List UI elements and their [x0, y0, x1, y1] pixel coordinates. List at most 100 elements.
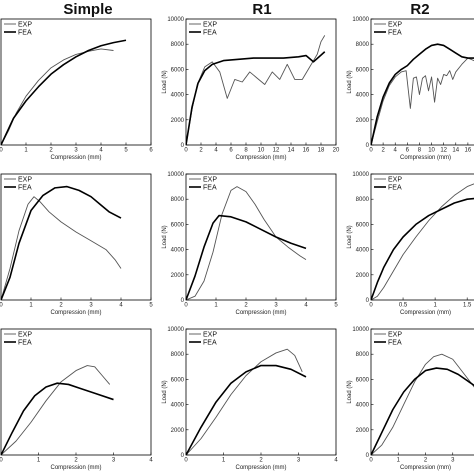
- legend-label-exp: EXP: [388, 177, 402, 184]
- y-tick-label: 6000: [171, 67, 185, 73]
- y-tick-label: 10000: [167, 17, 184, 23]
- y-tick-label: 4000: [171, 248, 185, 254]
- x-tick-label: 3: [89, 303, 93, 309]
- x-tick-label: 5: [124, 148, 128, 154]
- y-tick-label: 6000: [171, 377, 185, 383]
- plot-frame: [370, 18, 474, 146]
- series-line-exp: [371, 57, 474, 145]
- x-tick-label: 3: [74, 148, 78, 154]
- x-tick-label: 2: [381, 148, 385, 154]
- y-tick-label: 4000: [356, 93, 370, 99]
- x-axis-label: Compression (mm): [50, 310, 101, 316]
- legend-label-fea: FEA: [18, 30, 32, 37]
- y-axis-label: Load (N): [347, 70, 353, 93]
- x-tick-label: 6: [229, 148, 233, 154]
- x-tick-label: 0: [369, 458, 373, 464]
- y-tick-label: 8000: [171, 197, 185, 203]
- y-axis-label: Load (N): [162, 70, 168, 93]
- legend-label-fea: FEA: [388, 340, 402, 347]
- x-tick-label: 10: [258, 148, 265, 154]
- y-tick-label: 6000: [171, 222, 185, 228]
- legend-label-fea: FEA: [18, 185, 32, 192]
- x-tick-label: 5: [149, 303, 153, 309]
- x-tick-label: 0: [369, 303, 373, 309]
- series-line-exp: [186, 35, 326, 145]
- x-tick-label: 3: [297, 458, 301, 464]
- x-tick-label: 0.5: [399, 303, 408, 309]
- legend-label-fea: FEA: [203, 340, 217, 347]
- chart-r2-row3: 0 1 2 3 0 2000 4000 6000 8000 10000 Compression (m…: [347, 327, 474, 471]
- x-tick-label: 0: [0, 148, 3, 154]
- x-tick-label: 2: [74, 458, 78, 464]
- legend-label-exp: EXP: [203, 332, 217, 339]
- x-tick-label: 1: [397, 458, 401, 464]
- y-tick-label: 0: [366, 453, 370, 459]
- x-axis-label: Compression (mm): [400, 465, 451, 471]
- plot-frame: [185, 328, 337, 456]
- series-line-exp: [186, 348, 303, 455]
- y-tick-label: 10000: [352, 327, 369, 333]
- chart-r1-row1: 0 2 4 6 8 10 12 14 16 18 20 0 2000 4000 6000 8000 10000 C…: [162, 17, 340, 161]
- x-tick-label: 3: [451, 458, 455, 464]
- series-line-fea: [1, 185, 122, 300]
- x-tick-label: 2: [49, 148, 53, 154]
- legend-label-fea: FEA: [203, 30, 217, 37]
- series-line-exp: [371, 183, 474, 300]
- series-line-fea: [186, 214, 307, 300]
- x-tick-label: 1: [29, 303, 33, 309]
- y-tick-label: 10000: [352, 17, 369, 23]
- y-tick-label: 0: [181, 453, 185, 459]
- x-tick-label: 16: [465, 148, 472, 154]
- y-tick-label: 0: [366, 298, 370, 304]
- x-tick-label: 6: [406, 148, 410, 154]
- x-tick-label: 0: [184, 458, 188, 464]
- chart-r2-row1: 0 2 4 6 8 10 12 14 16 0 2000 4000 6000 8000 10000 Compr…: [347, 17, 474, 161]
- plot-frame: [185, 18, 337, 146]
- legend-label-exp: EXP: [203, 177, 217, 184]
- series-line-exp: [1, 48, 114, 145]
- y-axis-label: Load (N): [162, 380, 168, 403]
- x-axis-label: Compression (mm): [50, 155, 101, 161]
- x-tick-label: 2: [199, 148, 203, 154]
- x-tick-label: 4: [149, 458, 153, 464]
- legend-label-fea: FEA: [388, 185, 402, 192]
- legend-label-fea: FEA: [388, 30, 402, 37]
- x-axis-label: Compression (mm): [400, 155, 451, 161]
- x-tick-label: 4: [99, 148, 103, 154]
- x-axis-label: Compression (mm): [400, 310, 451, 316]
- series-line-fea: [186, 51, 326, 145]
- y-tick-label: 8000: [356, 42, 370, 48]
- chart-r1-row2: 0 1 2 3 4 5 0 2000 4000 6000 8000 10000 Compression …: [162, 172, 338, 316]
- x-tick-label: 16: [303, 148, 310, 154]
- y-tick-label: 10000: [352, 172, 369, 178]
- y-axis-label: Load (N): [347, 380, 353, 403]
- y-tick-label: 0: [181, 143, 185, 149]
- y-tick-label: 8000: [356, 352, 370, 358]
- legend-label-exp: EXP: [18, 177, 32, 184]
- y-tick-label: 10000: [167, 327, 184, 333]
- x-axis-label: Compression (mm): [235, 465, 286, 471]
- x-tick-label: 5: [334, 303, 338, 309]
- series-line-fea: [371, 197, 474, 300]
- y-tick-label: 2000: [356, 118, 370, 124]
- legend-label-fea: FEA: [18, 340, 32, 347]
- x-tick-label: 18: [318, 148, 325, 154]
- y-tick-label: 2000: [356, 273, 370, 279]
- x-tick-label: 4: [394, 148, 398, 154]
- plot-frame: [370, 328, 474, 456]
- x-tick-label: 1: [37, 458, 41, 464]
- legend-label-exp: EXP: [203, 22, 217, 29]
- chart-r2-row2: 0 0.5 1 1.5 0 2000 4000 6000 8000 10000 Compressio…: [347, 172, 474, 316]
- plot-frame: [0, 173, 152, 301]
- x-tick-label: 1: [24, 148, 28, 154]
- y-tick-label: 10000: [167, 172, 184, 178]
- x-tick-label: 14: [288, 148, 295, 154]
- y-axis-label: Load (N): [347, 225, 353, 248]
- y-tick-label: 0: [366, 143, 370, 149]
- x-tick-label: 3: [274, 303, 278, 309]
- x-tick-label: 2: [424, 458, 428, 464]
- series-line-exp: [1, 365, 111, 455]
